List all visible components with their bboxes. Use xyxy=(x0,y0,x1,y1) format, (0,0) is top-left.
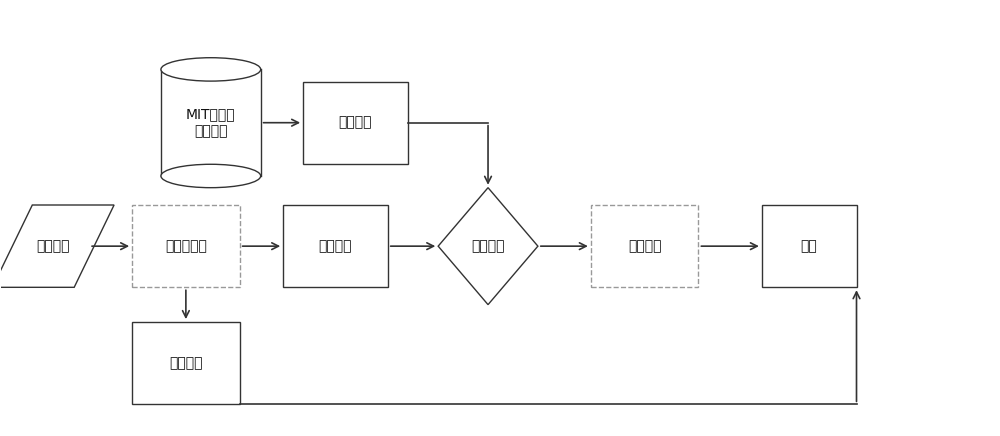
Bar xyxy=(132,322,240,404)
Ellipse shape xyxy=(161,58,261,81)
Bar xyxy=(303,82,408,164)
Text: 信号存储: 信号存储 xyxy=(169,356,203,370)
Ellipse shape xyxy=(161,164,261,187)
Bar xyxy=(283,205,388,287)
Text: 样本训练: 样本训练 xyxy=(339,116,372,129)
Bar xyxy=(161,69,261,176)
Text: 特征提取: 特征提取 xyxy=(319,239,352,253)
Text: 诊断结果: 诊断结果 xyxy=(628,239,661,253)
Ellipse shape xyxy=(161,58,261,81)
Text: 显示: 显示 xyxy=(801,239,818,253)
Bar xyxy=(762,205,857,287)
Text: 心电信号: 心电信号 xyxy=(36,239,70,253)
Bar xyxy=(591,205,698,287)
Polygon shape xyxy=(438,187,538,305)
Bar xyxy=(132,205,240,287)
Text: MIT标准心
电数据库: MIT标准心 电数据库 xyxy=(186,108,236,138)
Polygon shape xyxy=(0,205,114,287)
Text: 判别规则: 判别规则 xyxy=(471,239,505,253)
Text: 信号预处理: 信号预处理 xyxy=(165,239,207,253)
